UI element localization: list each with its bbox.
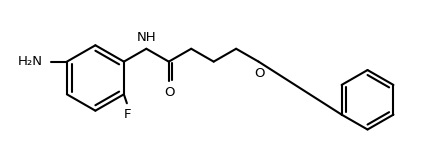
Text: O: O (164, 86, 175, 99)
Text: F: F (124, 108, 131, 121)
Text: NH: NH (137, 31, 156, 44)
Text: H₂N: H₂N (18, 55, 43, 68)
Text: O: O (254, 67, 265, 80)
